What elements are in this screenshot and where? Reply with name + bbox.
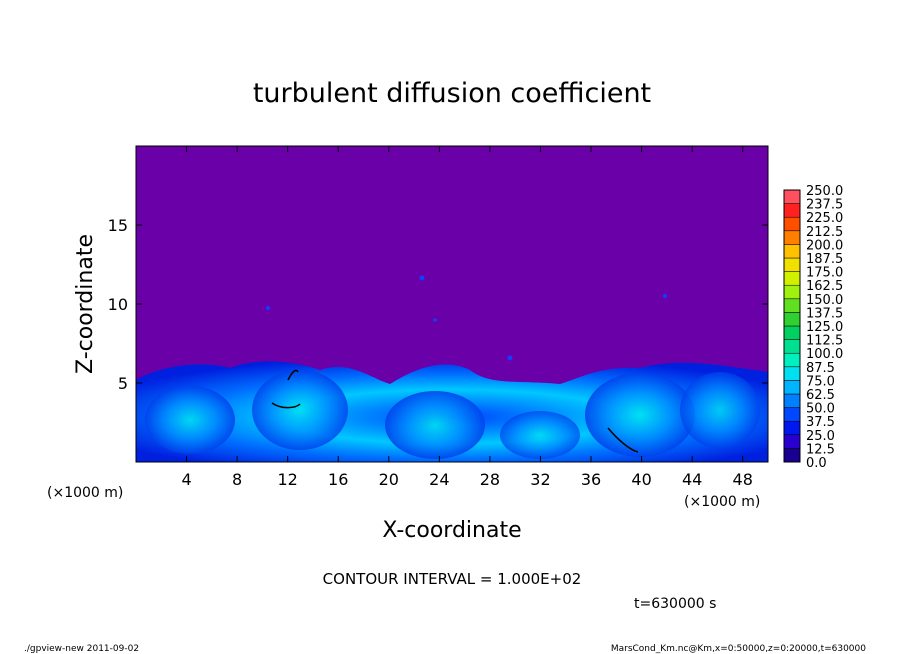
colorbar-label: 200.0: [806, 238, 843, 253]
x-tick-label: 40: [631, 470, 651, 489]
x-tick-label: 8: [232, 470, 242, 489]
colorbar-label: 125.0: [806, 320, 843, 335]
x-tick-label: 48: [733, 470, 753, 489]
colorbar-swatch: [783, 230, 801, 245]
colorbar-label: 237.5: [806, 198, 843, 213]
colorbar-swatch: [783, 271, 801, 286]
y-tick-label: 5: [118, 374, 128, 393]
noise-cell: [433, 318, 437, 322]
x-tick-label: 4: [181, 470, 191, 489]
colorbar-swatch: [783, 393, 801, 408]
colorbar-label: 175.0: [806, 266, 843, 281]
eddy: [385, 391, 485, 459]
colorbar-swatch: [783, 257, 801, 272]
time-label: t=630000 s: [634, 596, 716, 612]
colorbar-swatch: [783, 420, 801, 436]
colorbar-swatch: [783, 203, 801, 218]
x-tick-label: 44: [682, 470, 702, 489]
noise-cell: [507, 355, 513, 361]
colorbar: 0.012.525.037.550.062.575.087.5100.0112.…: [783, 184, 843, 471]
noise-cell: [419, 275, 425, 281]
contour-100: [271, 402, 301, 409]
colorbar-label: 37.5: [806, 415, 835, 430]
colorbar-swatch: [783, 189, 801, 204]
x-unit-left: (×1000 m): [47, 485, 123, 501]
colorbar-swatch: [783, 325, 801, 340]
colorbar-swatch: [783, 366, 801, 381]
noise-cell: [266, 306, 270, 310]
colorbar-swatch: [783, 284, 801, 300]
eddy: [145, 386, 235, 454]
colorbar-label: 225.0: [806, 211, 843, 226]
x-tick-label: 20: [379, 470, 399, 489]
colorbar-label: 162.5: [806, 279, 843, 294]
turbulent-layer: [136, 275, 768, 462]
y-tick-label: 10: [108, 295, 128, 314]
plot-area: [135, 145, 769, 463]
colorbar-swatch: [783, 448, 801, 463]
y-tick-label: 15: [108, 216, 128, 235]
colorbar-swatch: [783, 339, 801, 354]
footer-left: ./gpview-new 2011-09-02: [24, 644, 139, 654]
y-axis-label: Z-coordinate: [73, 234, 98, 374]
noise-cell: [663, 294, 667, 298]
colorbar-label: 25.0: [806, 429, 835, 444]
colorbar-label: 212.5: [806, 225, 843, 240]
colorbar-swatch: [783, 434, 801, 449]
colorbar-label: 112.5: [806, 334, 843, 349]
colorbar-swatch: [783, 312, 801, 327]
colorbar-label: 50.0: [806, 402, 835, 417]
colorbar-swatch: [783, 298, 801, 313]
colorbar-label: 100.0: [806, 347, 843, 362]
x-tick-label: 32: [530, 470, 550, 489]
x-unit-right: (×1000 m): [684, 494, 760, 510]
colorbar-label: 0.0: [806, 456, 827, 471]
colorbar-swatch: [783, 407, 801, 422]
eddy: [585, 373, 695, 457]
colorbar-label: 87.5: [806, 361, 835, 376]
x-tick-label: 12: [278, 470, 298, 489]
contour-interval: CONTOUR INTERVAL = 1.000E+02: [323, 570, 582, 588]
colorbar-label: 12.5: [806, 442, 835, 457]
x-tick-label: 16: [328, 470, 348, 489]
colorbar-label: 137.5: [806, 306, 843, 321]
eddy: [680, 372, 760, 448]
colorbar-label: 187.5: [806, 252, 843, 267]
y-axis: 5 10 15: [108, 216, 768, 393]
x-axis-label: X-coordinate: [382, 518, 521, 543]
colorbar-label: 62.5: [806, 388, 835, 403]
eddy: [500, 411, 580, 459]
chart-title: turbulent diffusion coefficient: [253, 78, 651, 109]
colorbar-label: 75.0: [806, 374, 835, 389]
x-tick-label: 24: [429, 470, 449, 489]
eddy: [252, 370, 348, 450]
colorbar-label: 250.0: [806, 184, 843, 199]
colorbar-label: 150.0: [806, 293, 843, 308]
x-tick-label: 28: [480, 470, 500, 489]
x-tick-label: 36: [581, 470, 601, 489]
colorbar-swatch: [783, 216, 801, 232]
colorbar-swatch: [783, 244, 801, 259]
colorbar-swatch: [783, 352, 801, 368]
contour-100: [607, 427, 639, 453]
contour-100: [287, 369, 299, 381]
colorbar-frame: [783, 189, 801, 463]
x-axis: 4 8 12 16 20 24 28 32 36 40 44 48: [181, 146, 753, 489]
footer-right: MarsCond_Km.nc@Km,x=0:50000,z=0:20000,t=…: [611, 644, 866, 654]
colorbar-swatch: [783, 380, 801, 395]
